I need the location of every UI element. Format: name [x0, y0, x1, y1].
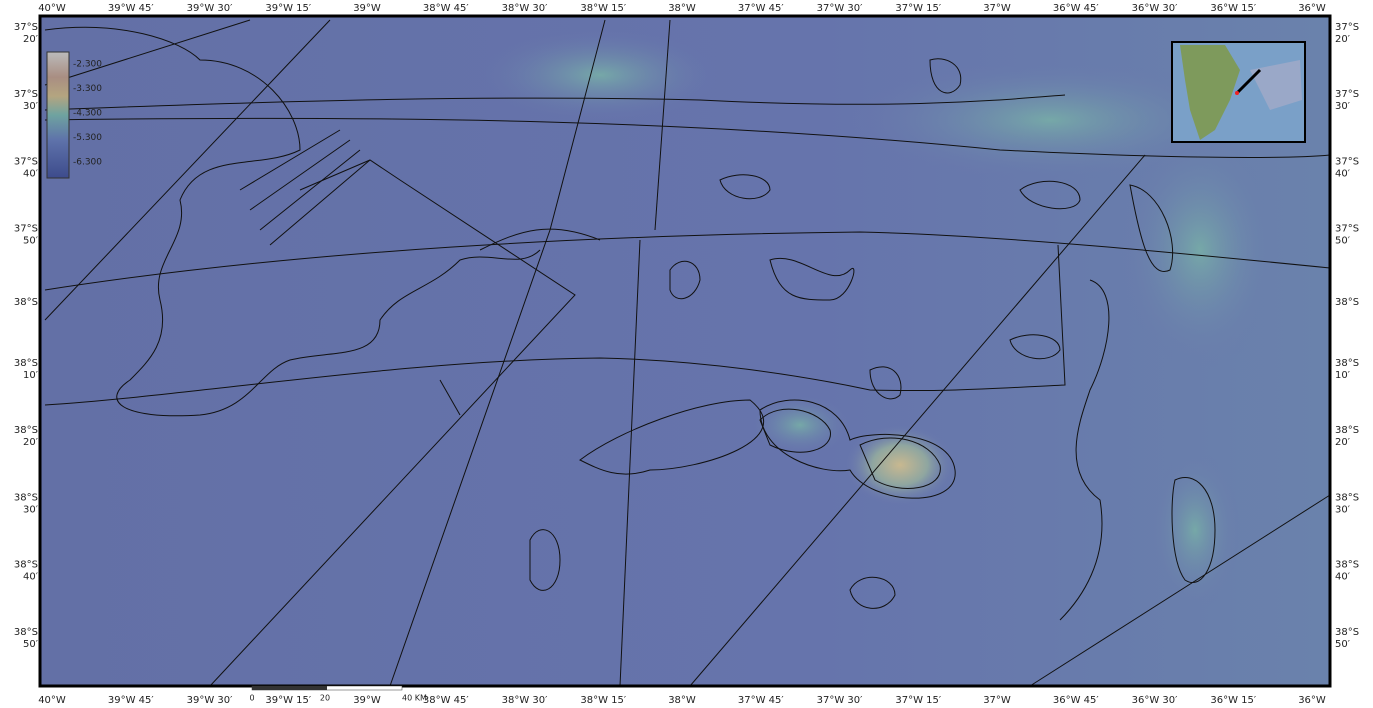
lon-label-top: 38°W 45′ [423, 3, 470, 14]
lat-label-left: 10′ [23, 370, 39, 381]
lat-label-right: 37°S [1335, 89, 1359, 100]
map-frame [38, 14, 1332, 688]
lat-label-left: 50′ [23, 639, 39, 650]
legend-label: -3.300 [73, 84, 102, 94]
lat-label-right: 20′ [1335, 34, 1351, 45]
lon-label-top: 37°W 30′ [817, 3, 864, 14]
lon-label-bottom: 38°W 30′ [502, 695, 549, 706]
lat-label-left: 37°S [14, 156, 38, 167]
scale-label: 40 KM [402, 694, 427, 703]
lon-label-top: 40°W [38, 3, 66, 14]
lon-label-top: 36°W 30′ [1132, 3, 1179, 14]
lat-label-right: 10′ [1335, 370, 1351, 381]
lat-label-right: 40′ [1335, 168, 1351, 179]
legend-label: -2.300 [73, 60, 102, 70]
lon-label-bottom: 38°W 15′ [580, 695, 627, 706]
lat-label-left: 38°S [14, 425, 38, 436]
lon-label-top: 38°W 15′ [580, 3, 627, 14]
lon-label-top: 39°W 45′ [108, 3, 155, 14]
lon-label-bottom: 39°W [353, 695, 381, 706]
lat-label-left: 30′ [23, 504, 39, 515]
lat-label-left: 40′ [23, 572, 39, 583]
labels: 40°W 40°W 39°W 45′ 39°W 45′ 39°W 30′ 39°W 30′… [14, 3, 1359, 706]
lat-label-right: 50′ [1335, 236, 1351, 247]
lon-label-top: 37°W 45′ [738, 3, 785, 14]
lat-label-right: 30′ [1335, 101, 1351, 112]
lat-label-left: 38°S [14, 297, 38, 308]
lon-label-top: 37°W 15′ [895, 3, 942, 14]
lon-label-bottom: 37°W 45′ [738, 695, 785, 706]
lon-label-top: 39°W 15′ [265, 3, 312, 14]
lat-label-right: 37°S [1335, 22, 1359, 33]
lon-label-bottom: 38°W [668, 695, 696, 706]
lat-label-right: 50′ [1335, 639, 1351, 650]
lon-label-bottom: 40°W [38, 695, 66, 706]
lon-label-top: 37°W [983, 3, 1011, 14]
legend-label: -6.300 [73, 158, 102, 168]
scale-bar [251, 685, 403, 691]
shallow-areas [480, 30, 1280, 610]
scale-label: 20 [320, 694, 330, 703]
lat-label-right: 38°S [1335, 560, 1359, 571]
lat-label-right: 38°S [1335, 358, 1359, 369]
lat-label-left: 40′ [23, 168, 39, 179]
lon-label-bottom: 39°W 30′ [187, 695, 234, 706]
lon-label-bottom: 36°W [1298, 695, 1326, 706]
lat-label-left: 20′ [23, 34, 39, 45]
ship-tracks [44, 19, 1331, 687]
lon-label-top: 36°W 45′ [1053, 3, 1100, 14]
lon-label-bottom: 39°W 45′ [108, 695, 155, 706]
lat-label-left: 50′ [23, 236, 39, 247]
lat-label-left: 37°S [14, 22, 38, 33]
legend-label: -4.300 [73, 109, 102, 119]
scale-label: 0 [249, 694, 254, 703]
lat-label-left: 37°S [14, 89, 38, 100]
lon-label-top: 36°W 15′ [1210, 3, 1257, 14]
inset-map [1171, 41, 1306, 143]
lat-label-left: 38°S [14, 492, 38, 503]
lat-label-left: 38°S [14, 560, 38, 571]
lat-label-left: 37°S [14, 224, 38, 235]
lon-label-top: 38°W [668, 3, 696, 14]
lat-label-right: 40′ [1335, 572, 1351, 583]
lat-label-right: 38°S [1335, 492, 1359, 503]
lat-label-right: 38°S [1335, 297, 1359, 308]
lon-label-bottom: 37°W [983, 695, 1011, 706]
lon-label-bottom: 37°W 30′ [817, 695, 864, 706]
lat-label-right: 37°S [1335, 156, 1359, 167]
lat-label-left: 20′ [23, 437, 39, 448]
lon-label-bottom: 38°W 45′ [423, 695, 470, 706]
lat-label-right: 37°S [1335, 224, 1359, 235]
lon-label-top: 38°W 30′ [502, 3, 549, 14]
contours [44, 26, 1216, 621]
lon-label-bottom: 36°W 30′ [1132, 695, 1179, 706]
lon-label-top: 36°W [1298, 3, 1326, 14]
lon-label-top: 39°W 30′ [187, 3, 234, 14]
lat-label-right: 38°S [1335, 627, 1359, 638]
lat-label-right: 20′ [1335, 437, 1351, 448]
lon-label-bottom: 39°W 15′ [265, 695, 312, 706]
legend [46, 51, 70, 179]
lon-label-bottom: 36°W 15′ [1210, 695, 1257, 706]
lon-label-bottom: 36°W 45′ [1053, 695, 1100, 706]
lon-label-top: 39°W [353, 3, 381, 14]
lat-label-right: 30′ [1335, 504, 1351, 515]
lat-label-left: 38°S [14, 358, 38, 369]
legend-label: -5.300 [73, 133, 102, 143]
lat-label-left: 38°S [14, 627, 38, 638]
lat-label-left: 30′ [23, 101, 39, 112]
lon-label-bottom: 37°W 15′ [895, 695, 942, 706]
lat-label-right: 38°S [1335, 425, 1359, 436]
